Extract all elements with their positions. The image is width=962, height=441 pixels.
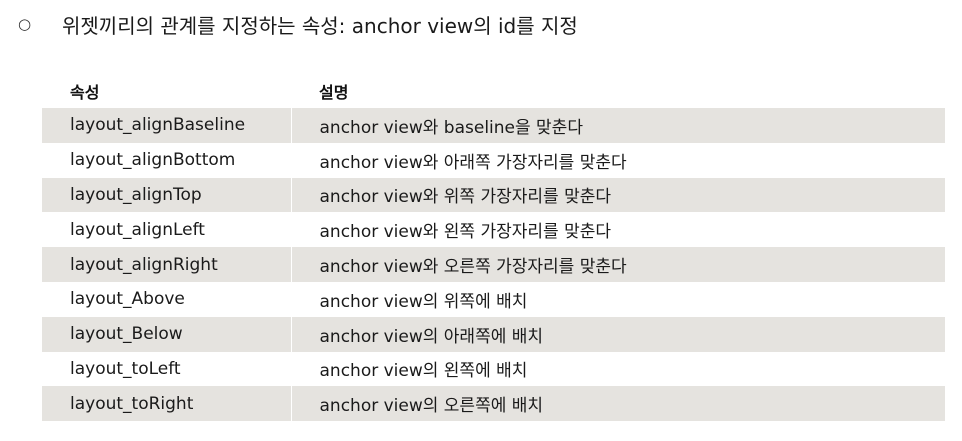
description-cell: anchor view의 왼쪽에 배치	[319, 361, 528, 382]
header-property: 속성	[42, 74, 291, 108]
property-cell: layout_alignTop	[42, 177, 292, 213]
property-cell: layout_alignBottom	[42, 142, 292, 178]
bullet-text: 위젯끼리의 관계를 지정하는 속성: anchor view의 id를 지정	[62, 13, 578, 38]
description-cell: anchor view와 baseline을 맞춘다	[291, 108, 945, 143]
property-cell: layout_alignBaseline	[42, 108, 292, 143]
table-row: layout_toRight anchor view의 오른쪽에 배치	[42, 386, 945, 422]
description-cell: anchor view의 오른쪽에 배치	[291, 386, 945, 422]
table-row: layout_toLeft anchor view의 왼쪽에 배치	[42, 351, 945, 387]
description-cell: anchor view의 아래쪽에 배치	[291, 316, 945, 352]
property-cell: layout_Below	[42, 316, 292, 352]
table-row: layout_alignBottom anchor view와 아래쪽 가장자리…	[42, 142, 945, 178]
property-cell: layout_toLeft	[42, 351, 292, 387]
table-row: layout_alignRight anchor view와 오른쪽 가장자리를…	[42, 247, 945, 282]
header-description: 설명	[291, 74, 945, 108]
description-cell: anchor view의 위쪽에 배치	[319, 291, 528, 312]
property-cell: layout_alignRight	[42, 247, 292, 282]
property-cell: layout_Above	[42, 281, 292, 317]
table-row: layout_alignTop anchor view와 위쪽 가장자리를 맞춘…	[42, 177, 945, 213]
table-row: layout_Below anchor view의 아래쪽에 배치	[42, 316, 945, 352]
table-row: layout_Above anchor view의 위쪽에 배치	[42, 281, 945, 317]
bullet-item: ○ 위젯끼리의 관계를 지정하는 속성: anchor view의 id를 지정	[18, 10, 578, 38]
description-cell: anchor view와 위쪽 가장자리를 맞춘다	[291, 177, 945, 213]
description-cell: anchor view와 왼쪽 가장자리를 맞춘다	[319, 222, 612, 243]
property-cell: layout_alignLeft	[42, 212, 292, 248]
bullet-circle-icon: ○	[18, 15, 32, 33]
table-row: layout_alignLeft anchor view와 왼쪽 가장자리를 맞…	[42, 212, 945, 248]
table-row: layout_alignBaseline anchor view와 baseli…	[42, 108, 945, 143]
property-cell: layout_toRight	[42, 386, 292, 422]
table-header-row: 속성 설명	[42, 74, 945, 108]
description-cell: anchor view와 오른쪽 가장자리를 맞춘다	[291, 247, 945, 282]
description-cell: anchor view와 아래쪽 가장자리를 맞춘다	[319, 152, 627, 173]
properties-table: 속성 설명 layout_alignBaseline anchor view와 …	[42, 74, 945, 422]
